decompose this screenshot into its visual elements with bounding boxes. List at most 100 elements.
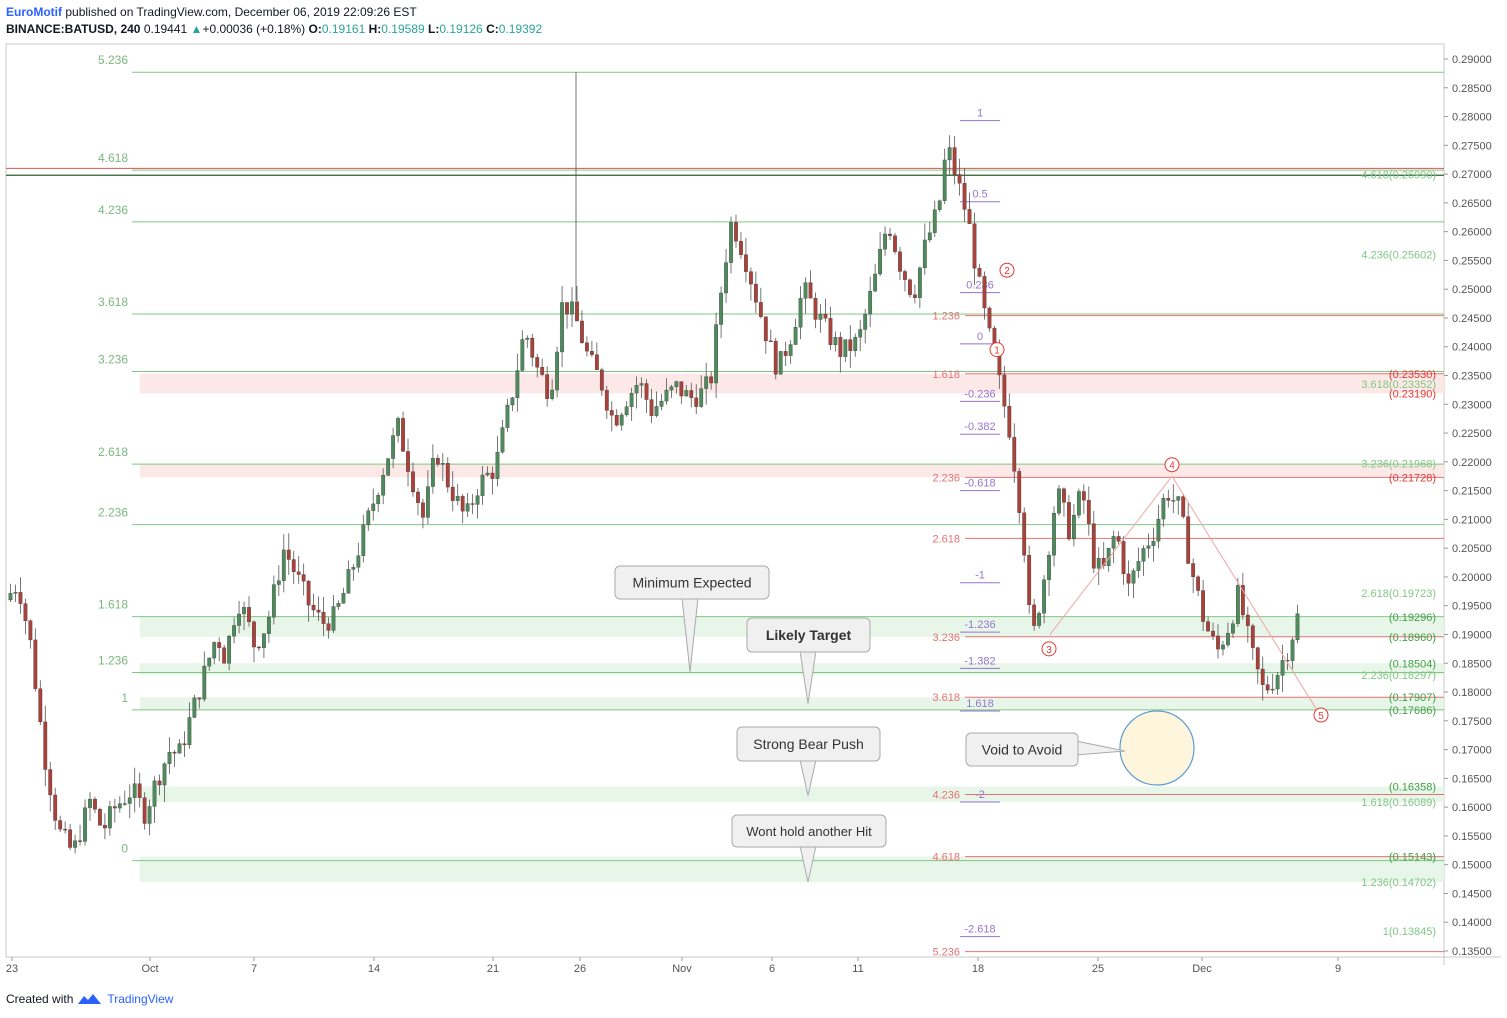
candle [1111,530,1116,564]
candle-body [182,743,187,746]
candle [614,409,619,427]
candle [217,637,222,662]
candle [585,336,589,357]
fib-left-label-3: 3.618 [98,295,128,309]
candle [669,384,674,398]
candle-body [1166,498,1171,501]
candle [947,135,952,175]
price-tick-label-22: 0.18000 [1452,687,1492,699]
time-label-8: 11 [852,963,863,975]
candle [341,587,346,604]
candle-body [192,697,197,718]
candle-body [207,657,212,667]
candle [917,266,922,309]
close-value: 0.19392 [498,22,543,36]
candle [1171,484,1176,514]
callout-4: Void to Avoid [965,732,1126,767]
candle-body [927,232,932,241]
candle [1240,572,1245,620]
candle-body [1037,613,1042,626]
price-chart[interactable]: 0.29000 0.28500 0.28000 0.27500 0.27000 0.265… [0,0,1507,990]
candle-body [435,457,440,465]
candle [167,737,172,774]
right-level-label-17: 1.236(0.14702) [1361,877,1436,889]
candle-body [291,559,296,572]
candle-body [73,840,77,848]
candle-body [560,302,564,353]
candle-body [53,794,58,821]
candle [629,387,634,421]
candle [749,267,753,301]
candle-body [1295,613,1300,641]
candle [18,577,23,614]
candle-body [197,697,202,700]
candle [68,823,73,851]
candle-body [644,383,649,400]
candle [187,702,192,749]
candle-body [212,642,217,659]
candle-body [93,798,97,810]
candle-body [316,609,321,613]
callout-3: Wont hold another Hit [731,814,887,883]
candle [1275,672,1280,695]
candle [445,457,450,493]
candle-body [1235,585,1240,624]
author-link[interactable]: EuroMotif [6,5,62,19]
candle [1106,547,1111,572]
candle-body [306,581,311,606]
candle [1052,506,1056,567]
fib-red-label-7: 4.618 [932,852,960,864]
candle-body [281,549,286,581]
candle [977,263,982,278]
fib-left-label-7: 1.618 [98,598,128,612]
candle-body [252,621,256,648]
candle [893,232,897,255]
candle [371,488,376,521]
candle [435,454,440,467]
candle [848,325,853,368]
candle [416,487,420,516]
candle-body [18,592,23,604]
tradingview-link[interactable]: TradingView [107,992,174,1006]
fib-left-label-5: 2.618 [98,445,128,459]
published-text: published on TradingView.com, December 0… [65,5,417,19]
candle-body [232,625,236,637]
candle-body [1206,621,1210,632]
candle-body [823,313,828,319]
candle [1226,622,1230,648]
fib-purple-label-0: 1 [977,108,983,120]
price-change: +0.00036 (+0.18%) [202,22,306,36]
fib-purple-label-11: -2 [975,789,985,801]
candle [525,335,530,348]
price-tick-label-0: 0.29000 [1452,54,1492,66]
candle [430,444,435,494]
candle-body [589,351,594,355]
fib-red-label-2: 2.236 [932,472,960,484]
candle [1151,527,1156,562]
fib-red-label-5: 3.618 [932,692,960,704]
price-tick-label-28: 0.15000 [1452,860,1492,872]
candle-body [972,223,977,269]
candle [1196,575,1201,597]
candle [386,458,391,477]
zone-1 [140,463,1444,478]
price-tick-label-5: 0.26500 [1452,198,1492,210]
candle [878,232,882,276]
candle-body [863,313,868,330]
right-level-label-6: (0.21728) [1389,472,1436,484]
candle-body [262,633,266,648]
plot-area [5,43,1445,958]
candle [33,628,38,692]
candle-body [351,567,356,570]
candle [838,331,843,373]
candle [1206,616,1210,632]
price-tick-label-14: 0.22000 [1452,457,1492,469]
candle [1076,488,1081,519]
candle-body [1275,675,1280,690]
candle [1022,507,1027,563]
candle [331,595,336,634]
candle-body [107,806,112,829]
candle-body [450,486,455,501]
candle [1235,577,1240,627]
candle-body [878,249,882,275]
